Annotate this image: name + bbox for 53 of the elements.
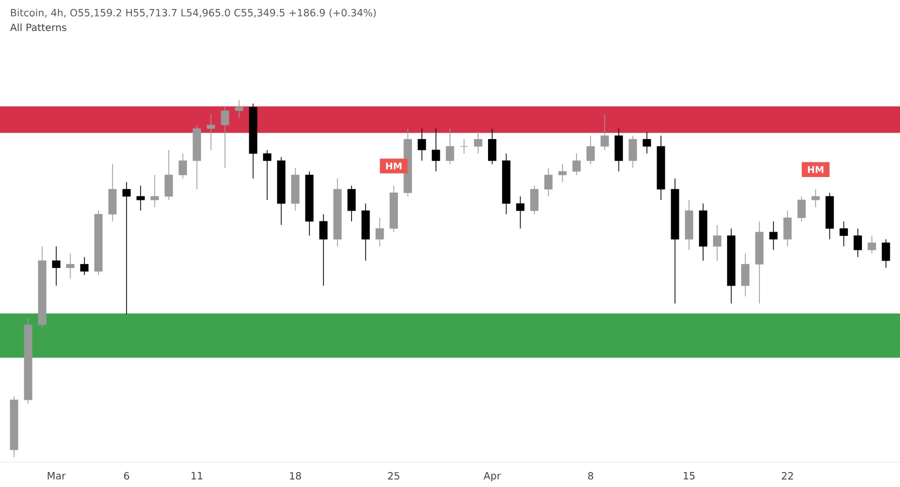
candlestick [432,128,440,172]
candlestick [347,185,356,222]
candlestick [234,100,244,118]
candlestick [586,135,595,165]
candlestick [136,185,145,212]
candlestick [783,210,792,247]
chart-title: Bitcoin, 4h, O55,159.2 H55,713.7 L54,965.0 C55,349.5 +186.9 (+0.34%) [11,8,376,18]
candlestick [376,217,384,247]
candlestick [52,246,60,286]
x-tick-label: Mar [48,472,66,480]
candlestick [544,167,553,197]
x-tick-label: 6 [124,472,130,480]
candlestick [460,138,468,154]
candlestick [418,128,426,162]
candlestick [600,114,609,150]
candlestick [572,153,581,176]
candlestick [882,238,890,268]
candlestick [558,164,567,182]
candlestick [530,185,539,215]
candlestick [206,114,216,150]
chart-subtitle: All Patterns [10,23,66,32]
candlestick [797,196,806,222]
candlestick [516,196,524,229]
candlestick [220,106,230,168]
candlestick [741,253,750,297]
candlestick [628,135,637,168]
candlestick [446,128,454,165]
x-tick-label: 22 [782,472,793,480]
candlestick [840,220,848,247]
candlestick [66,253,74,279]
candlestick [80,256,89,276]
candlestick [868,235,876,254]
x-tick-label: Apr [484,472,501,482]
x-tick-label: 18 [290,472,301,480]
annotation: HM [386,162,402,170]
candlestick [854,228,862,258]
x-tick-label: 8 [588,472,594,480]
candlestick [769,220,778,250]
candlestick [474,132,482,154]
annotation: HM [808,166,824,173]
candlestick [488,128,496,165]
x-tick-label: 11 [192,472,202,480]
candlestick [713,224,722,262]
candlestick [263,150,272,200]
x-tick-label: 25 [388,472,400,480]
candlestick [811,188,820,208]
x-tick-label: 15 [684,472,695,480]
candlestick [122,182,131,315]
candlestick [178,153,187,179]
candlestick [164,150,173,200]
candlestick [642,132,652,154]
candlestick [319,214,328,286]
candlestick [150,174,159,208]
